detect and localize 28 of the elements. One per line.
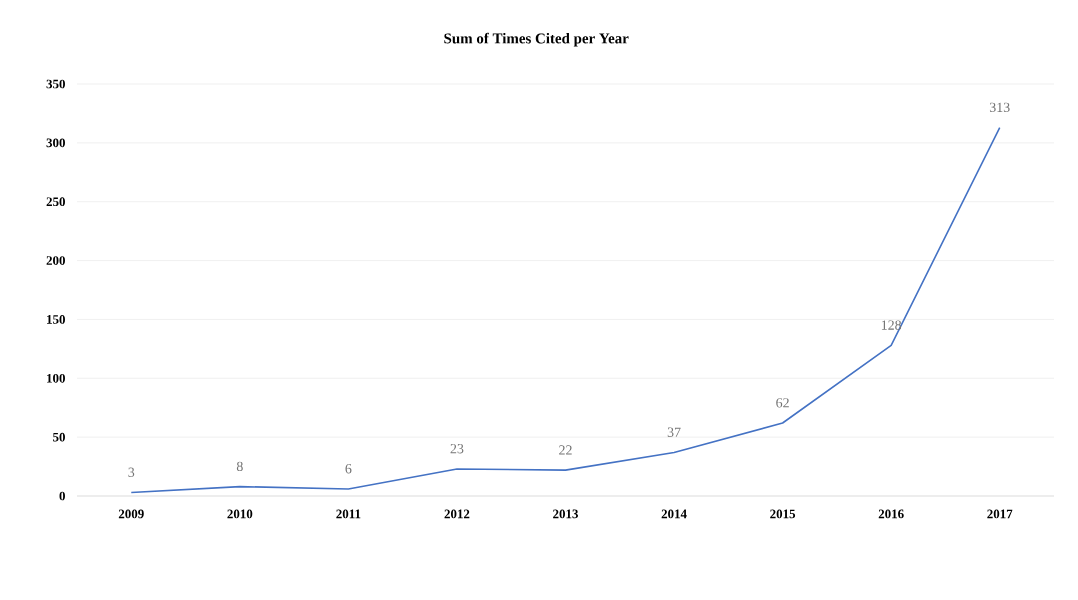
- data-label: 6: [345, 464, 352, 474]
- x-tick-label: 2010: [227, 509, 253, 519]
- data-label: 313: [989, 102, 1010, 113]
- chart-title: Sum of Times Cited per Year: [444, 32, 629, 47]
- data-label: 8: [236, 461, 243, 472]
- data-label: 3: [128, 467, 135, 477]
- x-tick-label: 2017: [987, 509, 1013, 519]
- x-tick-label: 2012: [444, 509, 470, 519]
- data-label: 37: [667, 427, 681, 437]
- data-label: 22: [559, 445, 572, 455]
- line-series: [130, 126, 1001, 494]
- data-label: 128: [881, 320, 902, 330]
- x-tick-label: 2009: [118, 509, 144, 519]
- y-tick-label: 50: [53, 432, 65, 442]
- x-tick-label: 2014: [661, 509, 687, 519]
- y-tick-label: 250: [46, 197, 65, 207]
- data-label: 23: [450, 444, 464, 454]
- x-tick-label: 2016: [878, 509, 904, 519]
- x-tick-label: 2015: [770, 509, 796, 519]
- x-tick-label: 2013: [553, 509, 579, 519]
- data-label: 62: [776, 398, 789, 408]
- y-tick-label: 350: [46, 79, 65, 89]
- y-tick-label: 0: [59, 491, 65, 501]
- y-tick-label: 200: [46, 256, 65, 265]
- y-tick-label: 300: [46, 138, 65, 148]
- x-tick-label: 2011: [336, 509, 361, 519]
- y-tick-label: 150: [47, 315, 65, 324]
- y-tick-label: 100: [47, 373, 65, 383]
